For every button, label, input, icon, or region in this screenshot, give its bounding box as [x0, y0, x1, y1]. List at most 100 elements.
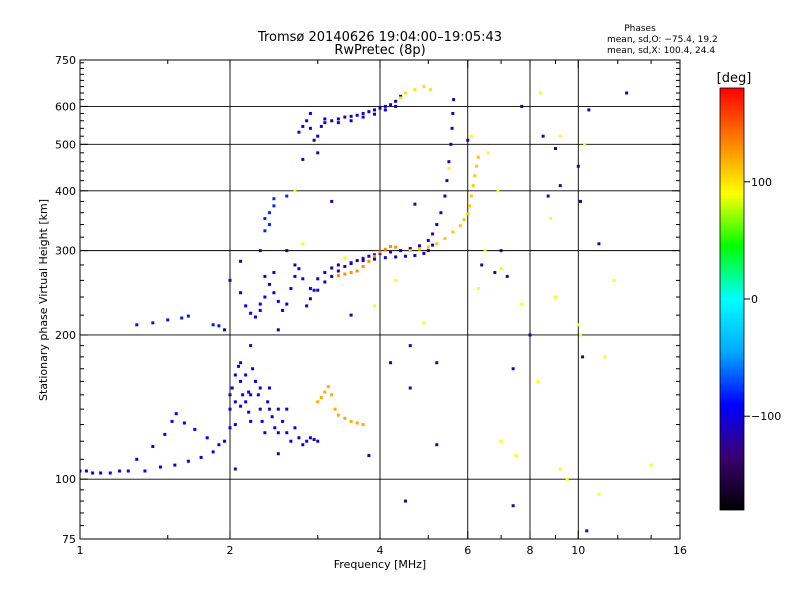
data-point [361, 264, 365, 268]
data-point [316, 400, 320, 404]
data-point [258, 386, 262, 390]
data-point [403, 499, 407, 503]
data-point [233, 400, 237, 404]
data-point [223, 439, 227, 443]
data-point [297, 267, 301, 271]
x-tick-label: 10 [571, 544, 585, 557]
data-point [228, 407, 232, 411]
data-point [394, 245, 398, 249]
data-point [558, 184, 562, 188]
data-point [539, 91, 543, 95]
data-point [428, 88, 432, 92]
y-tick-label: 75 [62, 533, 76, 546]
data-point [223, 328, 227, 332]
data-point [403, 254, 407, 258]
data-point [228, 426, 232, 430]
data-point [333, 407, 337, 411]
axis-ticks: 1 2 4 6 8 10 16 75 100 200 300 400 500 600 750 [55, 54, 687, 557]
data-point [355, 269, 359, 273]
data-point [233, 467, 237, 471]
data-point [247, 390, 251, 394]
data-point [408, 249, 412, 253]
data-point [272, 291, 276, 295]
data-point [270, 415, 274, 419]
data-point [349, 313, 353, 317]
data-point [316, 151, 320, 155]
data-point [514, 454, 518, 458]
data-point [422, 85, 426, 89]
data-point [511, 504, 515, 508]
data-point [431, 232, 435, 236]
data-point [263, 431, 267, 435]
data-point [236, 364, 240, 368]
data-point [244, 400, 248, 404]
data-point [597, 242, 601, 246]
data-point [343, 256, 347, 260]
data-point [361, 115, 365, 119]
data-point [285, 249, 289, 253]
phase-stats-o: mean, sd,O: −75.4, 19.2 [607, 35, 718, 45]
data-point [263, 274, 267, 278]
data-point [394, 278, 398, 282]
data-point [355, 113, 359, 117]
data-point [422, 251, 426, 255]
data-point [383, 108, 387, 112]
data-point [239, 291, 243, 295]
data-point [289, 287, 293, 291]
data-point [263, 295, 267, 299]
data-point [583, 142, 587, 146]
data-point [536, 379, 540, 383]
data-point [373, 254, 377, 258]
x-tick-label: 2 [227, 544, 234, 557]
data-point [565, 477, 569, 481]
data-point [258, 302, 262, 306]
data-point [426, 245, 430, 249]
data-point [312, 138, 316, 142]
data-point [413, 202, 417, 206]
data-point [99, 471, 103, 475]
data-point [499, 439, 503, 443]
data-point [126, 469, 130, 473]
data-point [312, 438, 316, 442]
data-point [549, 217, 553, 221]
data-point [316, 277, 320, 281]
data-point [587, 108, 591, 112]
data-point [361, 423, 365, 427]
data-point [389, 244, 393, 248]
data-point [323, 280, 327, 284]
data-point [373, 304, 377, 308]
data-point [349, 114, 353, 118]
data-point [585, 529, 589, 533]
data-point [256, 393, 260, 397]
data-point [336, 274, 340, 278]
data-point [211, 323, 215, 327]
colorbar-tick-label: −100 [751, 410, 781, 423]
data-point [493, 271, 497, 275]
data-point [520, 302, 524, 306]
data-point [473, 174, 477, 178]
data-point [273, 426, 277, 430]
data-point [319, 396, 323, 400]
data-point [413, 88, 417, 92]
data-point [558, 467, 562, 471]
colorbar-scale [719, 87, 745, 511]
data-point [435, 223, 439, 227]
data-point [499, 267, 503, 271]
data-point [163, 432, 167, 436]
data-point [251, 367, 255, 371]
data-point [343, 115, 347, 119]
data-point [496, 189, 500, 193]
data-point [239, 404, 243, 408]
data-point [276, 299, 280, 303]
data-point [285, 194, 289, 198]
data-point [445, 179, 449, 183]
data-point [285, 407, 289, 411]
data-point [305, 119, 309, 123]
data-point [258, 308, 262, 312]
data-point [323, 271, 327, 275]
y-tick-label: 600 [55, 100, 76, 113]
colorbar-ticks: 100 0 −100 [744, 176, 781, 423]
data-point [285, 431, 289, 435]
data-point [576, 164, 580, 168]
data-point [308, 111, 312, 115]
